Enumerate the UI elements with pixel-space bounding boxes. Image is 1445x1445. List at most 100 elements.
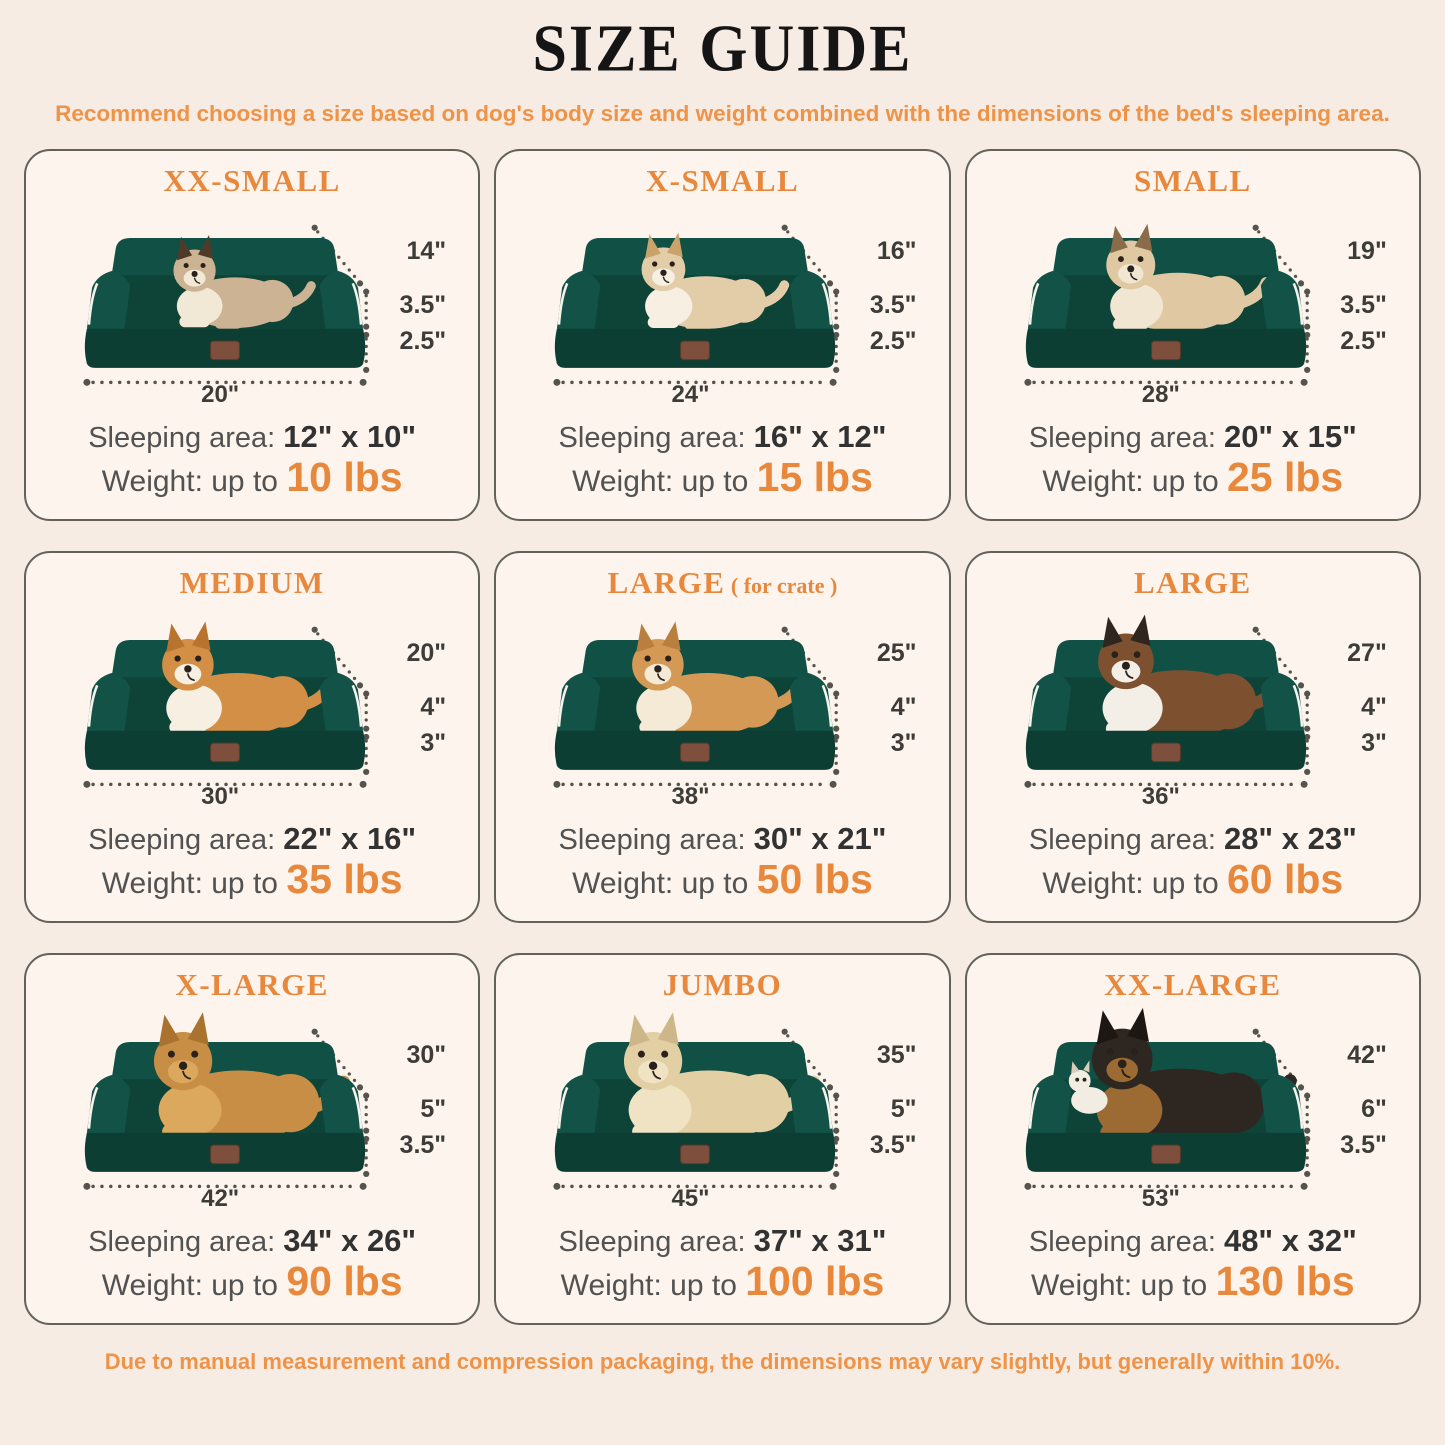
weight-value: 50 lbs: [756, 856, 873, 902]
header: SIZE GUIDE Recommend choosing a size bas…: [0, 0, 1445, 127]
dog-bed-illustration: [1024, 223, 1311, 386]
size-name: XX-LARGE: [1104, 967, 1282, 1002]
bed-figure: 19" 3.5" 2.5" 28": [997, 203, 1389, 411]
size-suffix: ( for crate ): [725, 573, 838, 598]
weight-line: Weight: up to 130 lbs: [975, 1261, 1411, 1303]
base-height-label: 2.5": [399, 327, 447, 355]
dimension-dotted-lines: [1024, 224, 1311, 386]
sleeping-area-line: Sleeping area: 20" x 15": [975, 419, 1411, 455]
sleeping-area-value: 30" x 21": [753, 821, 887, 856]
bolster-height-label: 6": [1361, 1095, 1387, 1123]
width-label: 38": [671, 783, 710, 810]
weight-line: Weight: up to 35 lbs: [34, 859, 470, 901]
bed-figure: 14" 3.5" 2.5" 20": [56, 203, 448, 411]
weight-label: Weight: up to: [1042, 867, 1219, 900]
size-card-large-crate: LARGE ( for crate ): [494, 551, 951, 923]
dimension-dotted-lines: [83, 224, 370, 386]
depth-label: 19": [1347, 237, 1387, 265]
dimension-dotted-lines: [1024, 626, 1311, 788]
weight-label: Weight: up to: [101, 465, 278, 498]
depth-label: 16": [876, 237, 917, 265]
dog-bed-illustration: [1024, 1007, 1311, 1190]
weight-label: Weight: up to: [101, 867, 278, 900]
sleeping-area-line: Sleeping area: 34" x 26": [34, 1223, 470, 1259]
pet-illustration: [154, 1012, 351, 1142]
bed-figure: 27" 4" 3" 36": [997, 605, 1389, 813]
sleeping-area-line: Sleeping area: 37" x 31": [504, 1223, 940, 1259]
depth-label: 30": [406, 1041, 447, 1069]
sleeping-area-value: 34" x 26": [283, 1223, 417, 1258]
brand-tag: [1150, 340, 1181, 361]
base-height-label: 3": [890, 729, 917, 757]
depth-label: 25": [876, 639, 917, 667]
sleeping-area-value: 16" x 12": [753, 419, 887, 454]
size-card-x-large: X-LARGE: [24, 953, 481, 1325]
bolster-height-label: 5": [890, 1095, 917, 1123]
width-label: 28": [1141, 381, 1180, 408]
sleeping-area-line: Sleeping area: 22" x 16": [34, 821, 470, 857]
weight-line: Weight: up to 60 lbs: [975, 859, 1411, 901]
dimension-dotted-lines: [553, 1028, 840, 1190]
size-title: MEDIUM: [34, 565, 470, 601]
chihuahua-illustration: [1068, 1060, 1108, 1114]
base-height-label: 3": [1361, 729, 1387, 757]
dimension-dotted-lines: [553, 626, 840, 788]
weight-line: Weight: up to 10 lbs: [34, 457, 470, 499]
bed-figure: 20" 4" 3" 30": [56, 605, 448, 813]
size-name: SMALL: [1133, 163, 1252, 198]
weight-value: 90 lbs: [286, 1258, 403, 1304]
size-title: X-LARGE: [34, 967, 470, 1003]
sleeping-area-label: Sleeping area:: [88, 1226, 276, 1258]
size-title: X-SMALL: [504, 163, 940, 199]
bolster-height-label: 3.5": [1340, 291, 1387, 319]
brand-tag: [1150, 742, 1181, 763]
bed-figure: 35" 5" 3.5" 45": [526, 1007, 918, 1215]
size-name: XX-SMALL: [163, 163, 341, 198]
size-name: LARGE: [607, 565, 726, 600]
size-card-small: SMALL: [964, 149, 1421, 521]
bolster-height-label: 5": [420, 1095, 447, 1123]
dog-bed-illustration: [553, 1012, 840, 1190]
base-height-label: 3": [420, 729, 447, 757]
sleeping-area-value: 37" x 31": [753, 1223, 887, 1258]
sleeping-area-label: Sleeping area:: [88, 422, 276, 454]
pet-illustration: [173, 235, 317, 329]
pet-illustration: [642, 232, 790, 330]
pet-illustration: [1106, 223, 1272, 333]
size-name: LARGE: [1133, 565, 1252, 600]
size-title: LARGE ( for crate ): [504, 565, 940, 601]
page-title: SIZE GUIDE: [532, 12, 913, 86]
size-card-large: LARGE: [964, 551, 1421, 923]
size-card-xx-small: XX-SMALL: [24, 149, 481, 521]
weight-line: Weight: up to 50 lbs: [504, 859, 940, 901]
weight-label: Weight: up to: [1031, 1269, 1208, 1302]
brand-tag: [210, 742, 241, 763]
sleeping-area-label: Sleeping area:: [1028, 1226, 1216, 1258]
weight-line: Weight: up to 100 lbs: [504, 1261, 940, 1303]
sleeping-area-line: Sleeping area: 16" x 12": [504, 419, 940, 455]
size-card-xx-large: XX-LARGE: [964, 953, 1421, 1325]
sleeping-area-label: Sleeping area:: [88, 824, 276, 856]
depth-label: 42": [1347, 1041, 1387, 1069]
bed-figure: 30" 5" 3.5" 42": [56, 1007, 448, 1215]
size-card-jumbo: JUMBO: [494, 953, 951, 1325]
size-name: X-LARGE: [175, 967, 329, 1002]
weight-line: Weight: up to 15 lbs: [504, 457, 940, 499]
sleeping-area-value: 48" x 32": [1223, 1223, 1357, 1258]
weight-value: 10 lbs: [286, 454, 403, 500]
width-label: 42": [201, 1185, 240, 1212]
sleeping-area-label: Sleeping area:: [558, 1226, 746, 1258]
depth-label: 27": [1347, 639, 1387, 667]
dimension-dotted-lines: [553, 224, 840, 386]
weight-line: Weight: up to 25 lbs: [975, 457, 1411, 499]
sleeping-area-line: Sleeping area: 48" x 32": [975, 1223, 1411, 1259]
weight-value: 100 lbs: [745, 1258, 885, 1304]
size-name: MEDIUM: [179, 565, 325, 600]
bolster-height-label: 3.5": [399, 291, 447, 319]
sleeping-area-value: 22" x 16": [283, 821, 417, 856]
depth-label: 20": [406, 639, 447, 667]
bolster-height-label: 4": [890, 693, 917, 721]
dog-bed-illustration: [553, 224, 840, 386]
size-title: SMALL: [975, 163, 1411, 199]
disclaimer: Due to manual measurement and compressio…: [104, 1349, 1341, 1374]
